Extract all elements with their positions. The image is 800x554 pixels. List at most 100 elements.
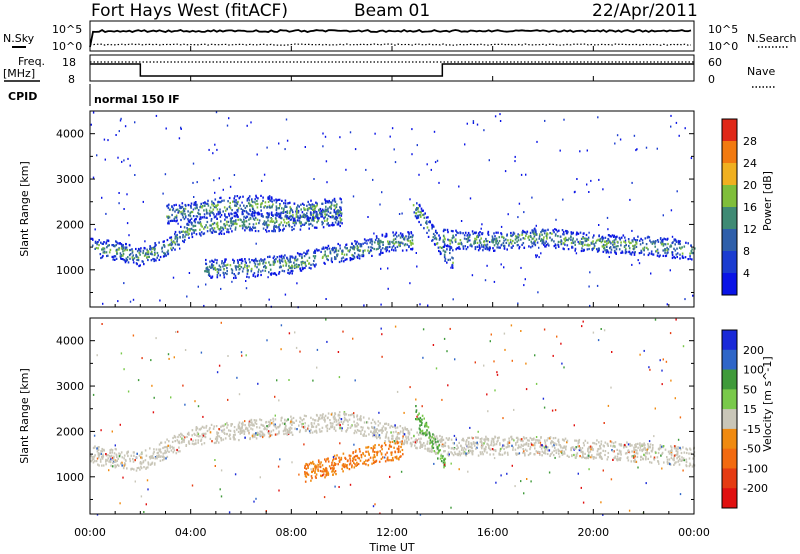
echo-point-p-2: [282, 264, 285, 267]
echo-point-v-0: [250, 421, 253, 424]
echo-point-p-1: [251, 200, 253, 203]
echo-point-p-2: [264, 266, 267, 269]
echo-point-v-0: [650, 455, 652, 458]
echo-point-v-1: [314, 464, 317, 467]
echo-point-v-0: [677, 446, 679, 449]
echo-point-v-0: [102, 453, 104, 456]
echo-point-p-0: [266, 216, 269, 219]
echo-point-p-1: [303, 208, 306, 211]
echo-point-p-0: [275, 211, 278, 214]
echo-point-v-0: [345, 430, 347, 433]
echo-point-p-4: [505, 241, 508, 244]
echo-point-p-4: [648, 252, 651, 255]
echo-point-v-0: [169, 444, 171, 447]
echo-point-v-0: [593, 442, 596, 445]
echo-point-v-0: [503, 444, 506, 447]
echo-point-v-0: [474, 436, 477, 439]
echo-point-v-0: [379, 429, 381, 432]
echo-point-p-1: [340, 214, 343, 217]
echo-point-p-2: [234, 274, 237, 277]
echo-point-p-2: [323, 247, 325, 250]
echo-point-p-sparse: [684, 298, 686, 301]
echo-point-v-1: [318, 460, 320, 463]
echo-point-p-4: [542, 230, 544, 233]
echo-point-p-4: [542, 228, 544, 231]
echo-point-p-4: [607, 241, 610, 244]
echo-point-p-2: [330, 257, 333, 260]
echo-point-p-4: [514, 241, 516, 244]
echo-point-v-0: [611, 449, 613, 452]
echo-point-p-2: [410, 232, 413, 235]
echo-point-p-2: [359, 249, 362, 252]
echo-point-p-4: [510, 242, 513, 245]
echo-point-p-sparse: [241, 201, 243, 204]
echo-point-p-4: [624, 252, 627, 255]
echo-point-p-sparse: [180, 128, 182, 130]
echo-point-v-1: [373, 446, 376, 449]
echo-point-v-0: [263, 428, 265, 431]
echo-point-v-0: [626, 441, 628, 444]
echo-point-p-4: [678, 246, 681, 249]
echo-point-v-0: [515, 442, 517, 445]
echo-point-p-0: [320, 210, 322, 213]
echo-point-p-0: [189, 229, 191, 232]
echo-point-p-0: [154, 247, 156, 250]
echo-point-v-0: [517, 447, 519, 450]
echo-point-v-0: [541, 450, 544, 453]
echo-point-p-4: [534, 229, 537, 232]
echo-point-v-0: [463, 439, 465, 442]
echo-point-v-0: [468, 443, 470, 446]
echo-point-v-0: [407, 435, 410, 438]
echo-point-p-2: [403, 244, 406, 247]
echo-point-p-sparse: [325, 160, 328, 163]
echo-point-v-1: [346, 460, 349, 463]
echo-point-p-2: [291, 272, 293, 275]
echo-point-p-0: [339, 219, 342, 222]
echo-point-p-3: [449, 258, 451, 261]
echo-point-p-0: [291, 228, 293, 232]
echo-point-v-0: [674, 462, 676, 465]
echo-point-p-0: [112, 258, 114, 261]
echo-point-v-0: [103, 449, 105, 452]
echo-point-p-2: [214, 258, 216, 261]
echo-point-v-0: [162, 455, 164, 458]
echo-point-p-2: [250, 267, 253, 270]
echo-point-p-1: [271, 213, 273, 216]
echo-point-p-0: [103, 250, 106, 253]
echo-point-v-0: [522, 444, 524, 447]
echo-point-v-1: [325, 474, 328, 477]
echo-point-v-0: [631, 444, 633, 447]
echo-point-p-sparse: [228, 117, 230, 120]
echo-point-v-0: [171, 445, 173, 448]
echo-point-v-0: [582, 441, 585, 445]
echo-point-v-2: [424, 425, 426, 428]
echo-point-p-4: [610, 242, 612, 245]
echo-point-p-0: [174, 232, 176, 236]
echo-point-v-0: [326, 424, 329, 427]
echo-point-v-0: [348, 418, 351, 421]
echo-point-v-0: [676, 457, 678, 460]
echo-point-p-3: [432, 232, 435, 236]
echo-point-p-4: [509, 241, 512, 244]
echo-point-p-2: [216, 276, 219, 279]
echo-point-p-0: [311, 224, 314, 227]
echo-point-v-0: [636, 452, 639, 455]
echo-point-p-1: [196, 206, 198, 209]
echo-point-v-0: [130, 454, 133, 457]
echo-point-v-0: [570, 448, 572, 452]
echo-point-p-0: [286, 222, 288, 225]
echo-point-v-0: [166, 447, 169, 450]
echo-point-p-sparse: [379, 253, 381, 256]
echo-point-v-0: [614, 441, 617, 444]
echo-point-v-0: [92, 446, 95, 450]
echo-point-p-4: [553, 231, 555, 234]
echo-point-v-0: [311, 424, 313, 427]
echo-point-p-2: [246, 266, 248, 270]
echo-point-v-0: [216, 437, 219, 440]
echo-point-v-0: [130, 468, 132, 471]
echo-point-p-4: [681, 246, 683, 249]
echo-point-v-0: [620, 453, 622, 456]
echo-point-p-2: [292, 256, 294, 259]
echo-point-v-0: [327, 412, 330, 415]
echo-point-p-2: [391, 248, 393, 251]
